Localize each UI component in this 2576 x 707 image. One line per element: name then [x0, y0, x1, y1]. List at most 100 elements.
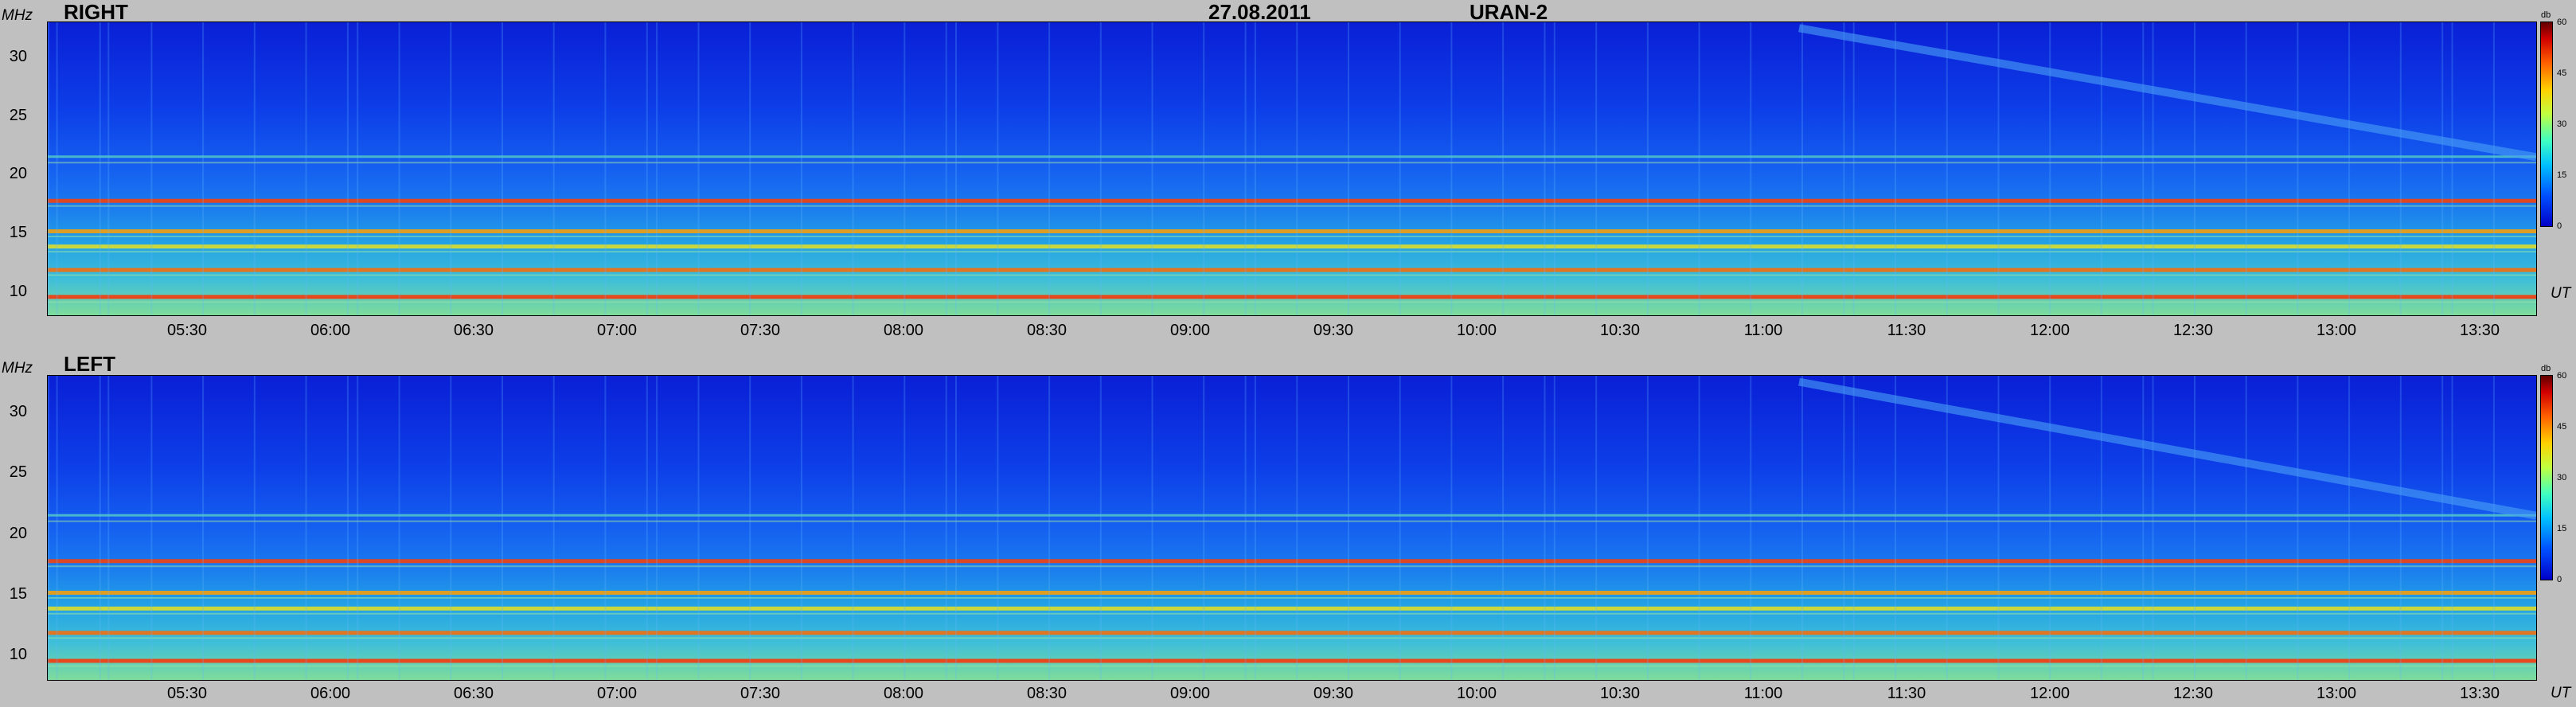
time-stripe [1502, 22, 1505, 315]
time-stripe [749, 22, 751, 315]
time-stripe [1348, 22, 1349, 315]
time-stripe [2142, 376, 2145, 680]
time-stripe [2152, 22, 2154, 315]
time-stripe [1553, 22, 1555, 315]
time-stripe [1203, 376, 1205, 680]
y-tick-label: 15 [9, 585, 27, 603]
time-stripe [99, 22, 101, 315]
time-stripe [450, 376, 452, 680]
time-stripe [1646, 376, 1649, 680]
drifting-feature [1798, 24, 2536, 162]
y-unit-left: MHz [2, 360, 33, 377]
time-stripe [1399, 22, 1401, 315]
x-tick-label: 07:30 [740, 322, 781, 339]
colorbar-tick-label: 15 [2557, 170, 2567, 180]
time-stripe [2441, 22, 2444, 315]
time-stripe [2142, 22, 2145, 315]
time-stripe [997, 22, 999, 315]
x-tick-label: 11:00 [1743, 322, 1783, 339]
x-tick-label: 08:30 [1026, 322, 1067, 339]
time-stripe [2100, 376, 2102, 680]
time-stripe [1151, 22, 1153, 315]
frequency-band [48, 198, 2536, 203]
frequency-band-faint [48, 665, 2536, 667]
time-stripe [2492, 376, 2495, 680]
time-stripe [1348, 376, 1349, 680]
x-tick-label: 12:00 [2029, 322, 2071, 339]
time-stripe [202, 376, 205, 680]
time-stripe [253, 376, 256, 680]
time-stripe [2152, 376, 2154, 680]
x-tick-label: 05:30 [166, 322, 208, 339]
x-tick-label: 09:00 [1169, 685, 1211, 702]
colorbar-unit-right: db [2541, 10, 2551, 20]
time-stripe [346, 22, 349, 315]
time-stripe [1244, 376, 1247, 680]
frequency-band-faint [48, 301, 2536, 303]
frequency-band-faint [48, 162, 2536, 164]
frequency-band [48, 155, 2536, 158]
frequency-band-faint [48, 596, 2536, 599]
x-tick-label: 07:00 [596, 685, 638, 702]
time-stripe [697, 376, 700, 680]
panel-label-left: LEFT [64, 352, 115, 376]
x-tick-label: 08:00 [883, 322, 924, 339]
x-tick-label: 10:00 [1456, 685, 1497, 702]
time-stripe [1895, 22, 1897, 315]
time-stripe [1244, 22, 1247, 315]
x-tick-label: 12:30 [2172, 322, 2214, 339]
time-stripe [646, 22, 648, 315]
x-tick-label: 08:30 [1026, 685, 1067, 702]
x-tick-label: 11:30 [1887, 322, 1926, 339]
colorbar-unit-left: db [2541, 364, 2551, 373]
time-stripe [1843, 376, 1845, 680]
date-title: 27.08.2011 [1208, 0, 1311, 24]
time-stripe [1099, 376, 1102, 680]
frequency-band [48, 658, 2536, 663]
time-stripe [749, 376, 751, 680]
time-stripe [697, 22, 700, 315]
time-stripe [1399, 376, 1401, 680]
frequency-band [48, 229, 2536, 234]
time-stripe [150, 376, 153, 680]
frequency-band [48, 606, 2536, 611]
time-stripe [150, 22, 153, 315]
time-stripe [1203, 22, 1205, 315]
time-stripe [852, 376, 854, 680]
x-tick-label: 06:30 [453, 322, 494, 339]
x-unit-left: UT [2551, 685, 2571, 701]
x-tick-label: 06:00 [310, 322, 351, 339]
time-stripe [502, 376, 503, 680]
x-tick-label: 12:30 [2172, 685, 2214, 702]
frequency-band-faint [48, 565, 2536, 568]
y-tick-label: 30 [9, 402, 27, 420]
time-stripe [1698, 376, 1700, 680]
time-stripe [1946, 376, 1948, 680]
frequency-band [48, 631, 2536, 635]
x-tick-label: 13:30 [2459, 322, 2500, 339]
time-stripe [2049, 22, 2051, 315]
frequency-band-faint [48, 274, 2536, 276]
time-stripe [2451, 22, 2453, 315]
time-stripe [656, 22, 658, 315]
time-stripe [1595, 376, 1598, 680]
x-tick-label: 09:30 [1313, 685, 1354, 702]
time-stripe [1698, 22, 1700, 315]
time-stripe [2245, 22, 2247, 315]
x-tick-label: 11:00 [1743, 685, 1783, 702]
x-unit-right: UT [2551, 285, 2571, 302]
time-stripe [955, 22, 957, 315]
x-tick-label: 13:00 [2316, 322, 2357, 339]
colorbar-tick-label: 15 [2557, 524, 2567, 533]
drifting-feature [1798, 377, 2536, 520]
x-tick-label: 10:30 [1599, 322, 1641, 339]
time-stripe [945, 376, 947, 680]
time-stripe [1852, 22, 1855, 315]
time-stripe [945, 22, 947, 315]
colorbar-tick-label: 45 [2557, 68, 2567, 78]
time-stripe [1048, 376, 1051, 680]
y-tick-label: 10 [9, 646, 27, 664]
colorbar-tick-label: 60 [2557, 18, 2567, 27]
colorbar-tick-label: 30 [2557, 473, 2567, 482]
frequency-band [48, 514, 2536, 517]
